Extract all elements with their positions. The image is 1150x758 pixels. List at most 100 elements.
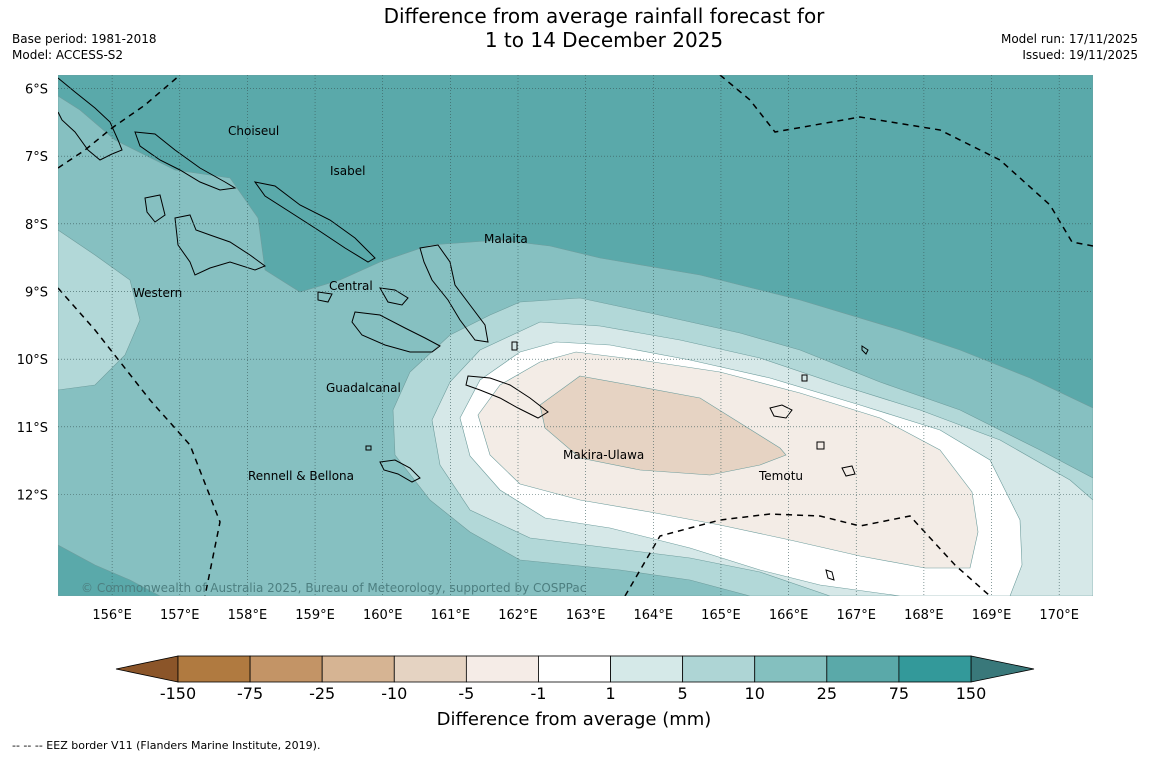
contour-25-75-corner [58,544,161,596]
lon-tick-label: 166°E [769,608,809,623]
colorbar-tick-label: 150 [955,684,987,703]
colorbar-segment [682,655,756,683]
label-temotu: Temotu [758,469,803,483]
island-tikopia [825,569,835,581]
issued-date: Issued: 19/11/2025 [1022,48,1138,62]
model-run: Model run: 17/11/2025 [1000,32,1138,46]
island-new-georgia [174,214,267,276]
island-guadalcanal [351,311,441,353]
lon-tick-label: 159°E [295,608,335,623]
lon-tick-label: 170°E [1039,608,1079,623]
island-utupua [841,465,856,477]
island-russell [317,291,333,303]
latitude-labels: 6°S 7°S 8°S 9°S 10°S 11°S 12°S [17,83,48,504]
lat-tick-label: 7°S [25,150,48,165]
lon-tick-label: 162°E [498,608,538,623]
eez-line-4 [624,513,991,596]
colorbar-tick-label: -25 [309,684,336,703]
colorbar-tick-label: 25 [816,684,837,703]
lon-tick-label: 160°E [363,608,403,623]
colorbar-title: Difference from average (mm) [436,709,712,730]
colorbar-segment [754,655,828,683]
longitude-labels: 156°E 157°E 158°E 159°E 160°E 161°E 162°E 163°E… [92,608,1079,623]
lat-tick-label: 8°S [25,218,48,233]
lon-tick-label: 158°E [228,608,268,623]
island-isabel [253,181,376,263]
lon-tick-label: 168°E [904,608,944,623]
title-line2: 1 to 14 December 2025 [484,28,724,52]
model-name: Model: ACCESS-S2 [12,48,124,62]
lat-tick-label: 11°S [17,421,48,436]
island-bellona [365,445,372,451]
eez-line-2 [58,287,221,596]
label-central: Central [329,279,373,293]
island-makira [465,375,549,419]
island-ulawa [511,341,518,351]
island-vanikoro [816,441,825,450]
copyright-text: © Commonwealth of Australia 2025, Bureau… [81,581,586,595]
eez-line-1 [58,75,181,169]
island-nendo [769,404,793,419]
island-duff [861,345,869,355]
colorbar-segment [826,655,900,683]
colorbar-segment [898,655,972,683]
colorbar-tick-label: -150 [159,684,197,703]
label-isabel: Isabel [330,164,365,178]
colorbar-tick-label: 5 [677,684,688,703]
lon-tick-label: 161°E [431,608,471,623]
label-guadalcanal: Guadalcanal [326,381,401,395]
island-rennell [379,459,421,483]
island-bougainville [58,77,123,161]
label-makira-ulawa: Makira-Ulawa [563,448,644,462]
island-malaita [419,244,489,343]
map-area: Choiseul Isabel Malaita Western Central … [58,75,1093,596]
island-nggela [379,287,409,306]
eez-footnote: -- -- -- EEZ border V11 (Flanders Marine… [12,739,321,752]
lat-tick-label: 6°S [25,83,48,98]
colorbar-segment [249,655,323,683]
island-vella-lavella [144,194,166,223]
chart-title: Difference from average rainfall forecas… [0,4,1150,52]
islands [58,77,869,581]
label-rennell-bellona: Rennell & Bellona [248,469,354,483]
colorbar-segment [465,655,539,683]
colorbar-segment [538,655,611,683]
meta-left: Base period: 1981-2018 Model: ACCESS-S2 [12,31,157,63]
colorbar-segment [321,655,395,683]
title-line1: Difference from average rainfall forecas… [383,4,825,28]
lon-tick-label: 165°E [701,608,741,623]
lon-tick-label: 156°E [92,608,132,623]
colorbar-high-extension [970,655,1035,683]
island-reef-islands [801,374,808,382]
colorbar [115,655,1035,683]
lon-tick-label: 163°E [566,608,606,623]
colorbar-tick-label: -1 [530,684,547,703]
lat-tick-label: 12°S [17,489,48,504]
base-period: Base period: 1981-2018 [12,32,157,46]
label-choiseul: Choiseul [228,124,279,138]
lon-tick-label: 169°E [972,608,1012,623]
contour-10-25 [58,229,141,391]
eez-borders [58,75,1093,596]
label-western: Western [133,286,182,300]
island-choiseul [134,131,237,191]
colorbar-tick-label: 75 [888,684,910,703]
contour-m5-m10 [539,375,787,476]
lat-tick-label: 9°S [25,286,48,301]
label-malaita: Malaita [484,232,528,246]
lon-tick-label: 164°E [634,608,674,623]
lon-tick-label: 167°E [836,608,876,623]
eez-line-3 [719,75,1093,247]
colorbar-low-extension [115,655,179,683]
colorbar-tick-label: 1 [605,684,616,703]
colorbar-tick-label: 10 [744,684,765,703]
colorbar-tick-label: -75 [237,684,264,703]
colorbar-segment [177,655,251,683]
colorbar-tick-label: -5 [458,684,475,703]
colorbar-segment [610,655,684,683]
lon-tick-label: 157°E [160,608,200,623]
province-labels: Choiseul Isabel Malaita Western Central … [133,124,803,483]
lat-tick-label: 10°S [17,353,48,368]
meta-right: Model run: 17/11/2025 Issued: 19/11/2025 [1001,31,1138,63]
